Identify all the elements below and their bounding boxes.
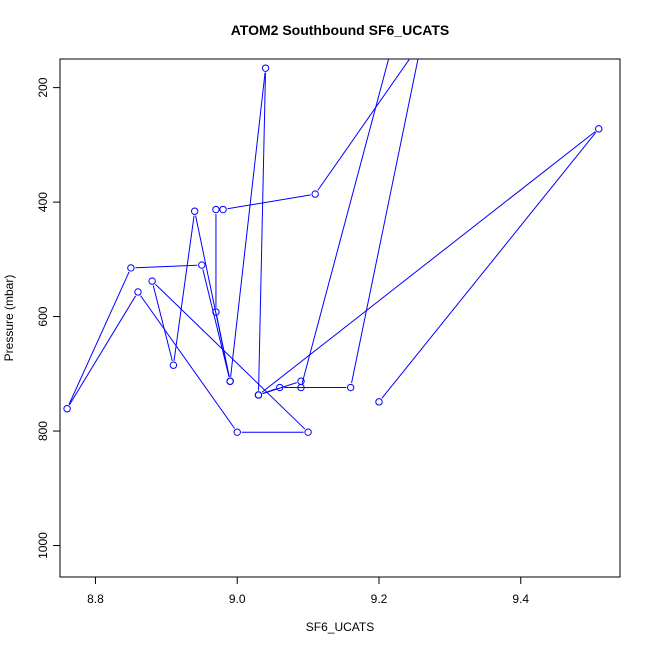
- data-point: [375, 398, 383, 406]
- y-axis-label: Pressure (mbar): [2, 275, 16, 362]
- data-point: [190, 207, 199, 215]
- data-point: [311, 190, 319, 198]
- data-point: [212, 205, 220, 214]
- y-tick-label: 200: [36, 77, 50, 97]
- data-point: [148, 277, 156, 285]
- series-line-segment: [381, 132, 597, 399]
- x-tick-label: 9.2: [371, 592, 388, 606]
- data-point: [595, 125, 603, 133]
- chart-title: ATOM2 Southbound SF6_UCATS: [231, 22, 450, 38]
- y-axis: 200 400 600 800 1000: [36, 77, 61, 559]
- y-tick-label: 400: [36, 192, 50, 212]
- data-point: [297, 383, 305, 392]
- series-line-segment: [68, 271, 130, 405]
- series-line-segment: [155, 283, 306, 430]
- series-line-segment: [173, 215, 195, 361]
- x-tick-label: 8.8: [87, 592, 104, 606]
- series-line-segment: [68, 295, 137, 406]
- data-point: [198, 261, 206, 269]
- data-point: [254, 391, 263, 399]
- data-point: [219, 205, 227, 214]
- data-point: [233, 428, 241, 436]
- data-point: [226, 377, 234, 385]
- series-line-segment: [351, 59, 419, 384]
- series-line-segment: [202, 269, 230, 377]
- series-line-segment: [140, 295, 236, 429]
- data-point: [212, 308, 220, 316]
- x-tick-label: 9.4: [512, 592, 529, 606]
- series-line-segment: [152, 285, 173, 361]
- data-point: [418, 39, 424, 45]
- data-point: [169, 361, 178, 369]
- series-line-segment: [301, 59, 390, 384]
- data-point: [261, 64, 270, 72]
- series-line-segment: [230, 72, 266, 377]
- y-tick-label: 1000: [36, 532, 50, 559]
- x-axis-label: SF6_UCATS: [306, 620, 374, 634]
- series-line-segment: [227, 194, 311, 210]
- series-line-segment: [262, 382, 297, 395]
- x-axis: 8.8 9.0 9.2 9.4: [87, 576, 529, 606]
- data-point: [297, 377, 305, 385]
- data-point: [63, 405, 71, 413]
- series-line-segment: [195, 215, 230, 377]
- data-point: [346, 383, 355, 392]
- series-line-segment: [261, 131, 596, 393]
- plot-frame: [59, 58, 621, 578]
- series-line-segment: [258, 72, 266, 391]
- y-tick-label: 800: [36, 421, 50, 441]
- data-point: [276, 383, 284, 392]
- plot-area: [63, 39, 603, 436]
- data-point: [390, 39, 396, 45]
- x-tick-label: 9.0: [229, 592, 246, 606]
- data-point: [304, 428, 312, 436]
- series-line-segment: [317, 59, 411, 191]
- y-tick-label: 600: [36, 306, 50, 326]
- data-point: [134, 288, 142, 296]
- plot-series-group: [63, 39, 603, 436]
- data-point: [127, 264, 135, 272]
- series-line-segment: [135, 264, 198, 269]
